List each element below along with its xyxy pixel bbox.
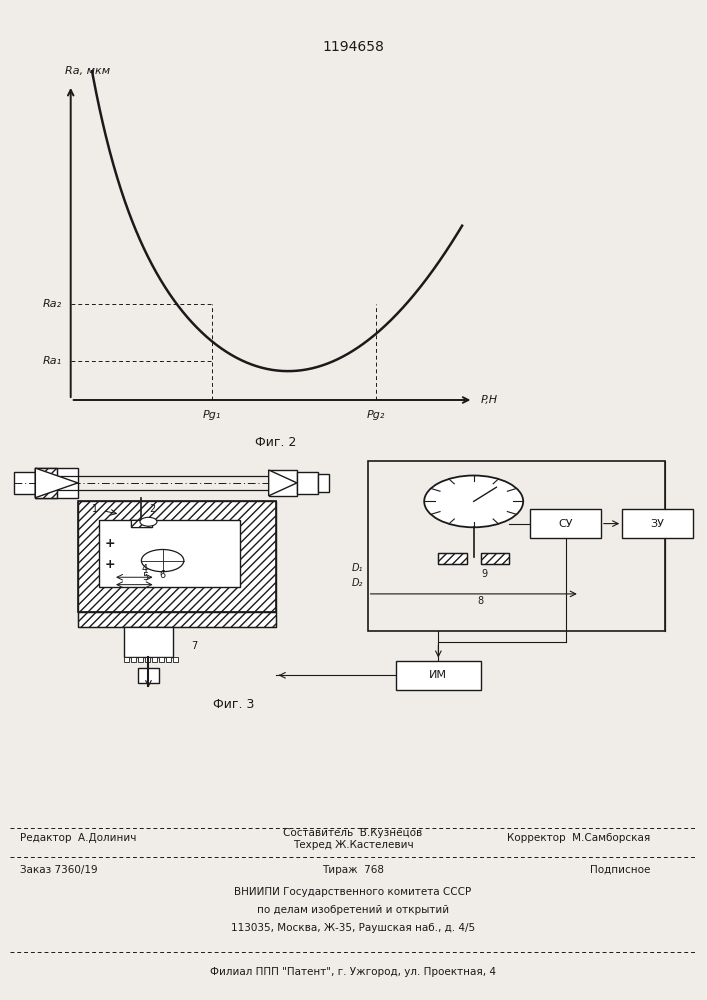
- Text: 6: 6: [160, 570, 165, 580]
- Bar: [124, 627, 173, 657]
- Text: D₂: D₂: [351, 578, 363, 588]
- Bar: [131, 657, 136, 662]
- Bar: [269, 470, 297, 496]
- Text: ЗУ: ЗУ: [650, 519, 665, 529]
- Text: Ra₂: Ra₂: [42, 299, 62, 309]
- Text: 1: 1: [93, 504, 98, 514]
- Text: Фиг. 3: Фиг. 3: [213, 698, 254, 711]
- Text: D₁: D₁: [351, 563, 363, 573]
- Text: 2: 2: [149, 504, 155, 514]
- Text: Ra, мкм: Ra, мкм: [65, 66, 110, 76]
- Bar: [78, 501, 276, 612]
- Text: Фиг. 2: Фиг. 2: [255, 436, 296, 449]
- Bar: [530, 509, 601, 538]
- Bar: [481, 553, 509, 564]
- Text: 113035, Москва, Ж-35, Раушская наб., д. 4/5: 113035, Москва, Ж-35, Раушская наб., д. …: [231, 923, 475, 933]
- Bar: [145, 657, 150, 662]
- Bar: [35, 468, 57, 498]
- Text: Техред Ж.Кастелевич: Техред Ж.Кастелевич: [293, 840, 414, 850]
- Text: +: +: [104, 558, 115, 571]
- Bar: [297, 472, 318, 494]
- Text: Редактор  А.Долинич: Редактор А.Долинич: [20, 833, 136, 843]
- Text: 4: 4: [142, 564, 148, 574]
- Bar: [131, 520, 152, 527]
- Text: +: +: [104, 537, 115, 550]
- Text: Составитель  В.Кузнецов: Составитель В.Кузнецов: [284, 828, 423, 838]
- Text: ИМ: ИМ: [429, 670, 448, 680]
- Circle shape: [424, 476, 523, 527]
- Bar: [173, 657, 178, 662]
- Bar: [159, 657, 164, 662]
- Bar: [78, 612, 276, 627]
- Bar: [138, 668, 159, 683]
- Text: 8: 8: [478, 596, 484, 606]
- Text: Pg₂: Pg₂: [367, 410, 385, 420]
- Text: ВНИИПИ Государственного комитета СССР: ВНИИПИ Государственного комитета СССР: [235, 887, 472, 897]
- Bar: [622, 509, 693, 538]
- Bar: [14, 472, 35, 494]
- Text: 5: 5: [142, 572, 148, 582]
- Text: Подписное: Подписное: [590, 865, 650, 875]
- Bar: [35, 468, 57, 498]
- Bar: [78, 612, 276, 627]
- Bar: [138, 657, 143, 662]
- Bar: [438, 553, 467, 564]
- Circle shape: [140, 517, 157, 526]
- Bar: [318, 474, 329, 492]
- Text: Pg₁: Pg₁: [203, 410, 221, 420]
- Polygon shape: [35, 468, 78, 498]
- Text: по делам изобретений и открытий: по делам изобретений и открытий: [257, 905, 449, 915]
- Bar: [396, 660, 481, 690]
- Text: 9: 9: [481, 569, 487, 579]
- Polygon shape: [269, 470, 297, 496]
- Bar: [438, 553, 467, 564]
- Text: Тираж  768: Тираж 768: [322, 865, 384, 875]
- Text: P,Н: P,Н: [481, 395, 498, 405]
- Bar: [131, 520, 152, 527]
- Bar: [368, 461, 665, 631]
- Bar: [152, 657, 157, 662]
- Bar: [124, 657, 129, 662]
- Text: Филиал ППП "Патент", г. Ужгород, ул. Проектная, 4: Филиал ППП "Патент", г. Ужгород, ул. Про…: [210, 967, 496, 977]
- Text: Корректор  М.Самборская: Корректор М.Самборская: [507, 833, 650, 843]
- Bar: [35, 468, 78, 498]
- Circle shape: [141, 550, 184, 572]
- Bar: [78, 501, 276, 612]
- Bar: [99, 520, 240, 586]
- Text: Заказ 7360/19: Заказ 7360/19: [20, 865, 98, 875]
- Text: СУ: СУ: [559, 519, 573, 529]
- Text: Ra₁: Ra₁: [42, 356, 62, 366]
- Bar: [166, 657, 171, 662]
- Bar: [481, 553, 509, 564]
- Text: 1194658: 1194658: [322, 40, 385, 54]
- Text: 7: 7: [192, 641, 197, 651]
